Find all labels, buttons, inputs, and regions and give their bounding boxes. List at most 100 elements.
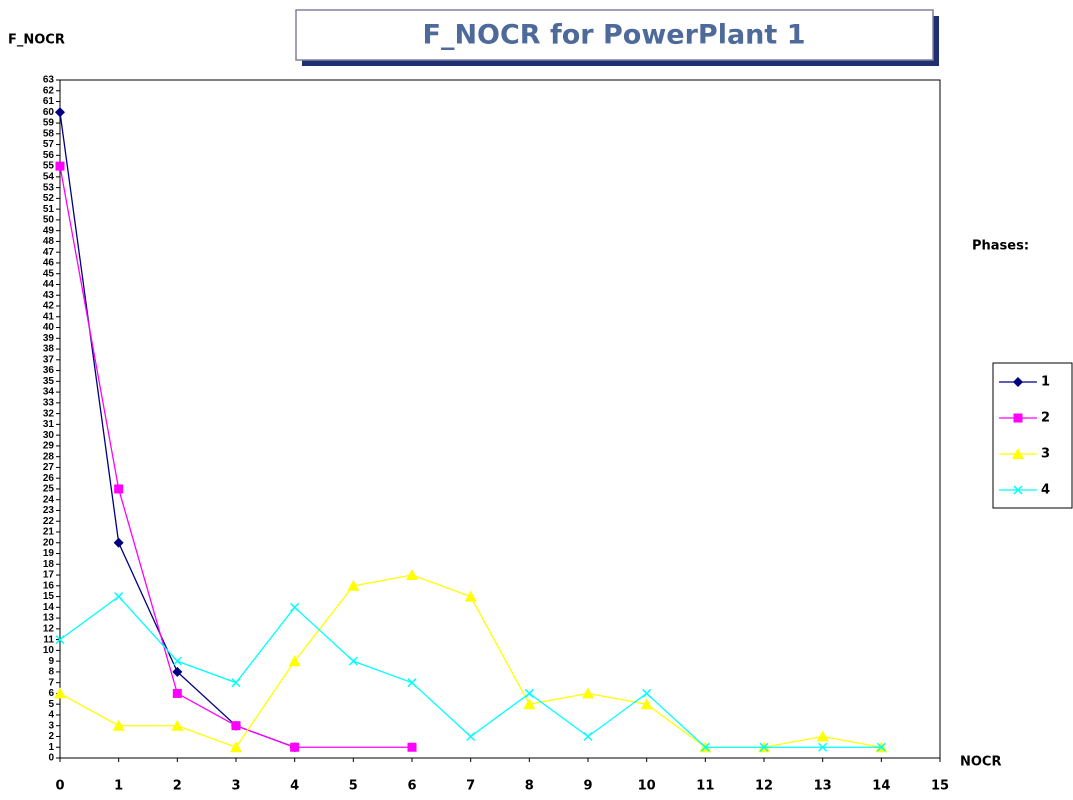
data-point xyxy=(700,742,710,752)
data-point xyxy=(407,678,417,688)
y-tick-label: 15 xyxy=(43,591,55,602)
data-point xyxy=(642,688,652,698)
y-tick-label: 32 xyxy=(43,408,55,419)
x-tick-label: 12 xyxy=(755,779,773,794)
y-tick-label: 56 xyxy=(43,150,55,161)
data-point xyxy=(290,602,300,612)
y-tick-label: 3 xyxy=(48,720,54,731)
legend-label: 3 xyxy=(1041,447,1050,462)
data-point xyxy=(112,719,125,731)
y-tick-label: 36 xyxy=(43,365,55,376)
y-tick-label: 58 xyxy=(43,128,55,139)
data-point xyxy=(876,742,886,752)
data-point xyxy=(55,107,65,118)
y-tick-label: 53 xyxy=(43,182,55,193)
y-tick-label: 43 xyxy=(43,290,55,301)
y-tick-label: 44 xyxy=(43,279,55,290)
x-tick-label: 13 xyxy=(814,779,832,794)
data-point xyxy=(523,698,536,710)
y-tick-label: 2 xyxy=(48,731,54,742)
y-tick-label: 14 xyxy=(43,602,55,613)
y-tick-label: 24 xyxy=(43,494,55,505)
x-tick-label: 10 xyxy=(638,779,656,794)
x-tick-label: 1 xyxy=(114,779,123,794)
y-tick-label: 13 xyxy=(43,613,55,624)
y-tick-label: 0 xyxy=(48,753,54,764)
y-tick-label: 62 xyxy=(43,85,55,96)
data-point xyxy=(406,569,418,581)
data-point xyxy=(407,742,417,752)
y-tick-label: 54 xyxy=(43,171,55,182)
y-tick-label: 51 xyxy=(43,204,55,215)
y-tick-label: 25 xyxy=(43,484,55,495)
x-tick-label: 4 xyxy=(290,779,299,794)
data-point xyxy=(759,742,769,752)
legend-title: Phases: xyxy=(972,239,1029,254)
y-tick-label: 60 xyxy=(43,107,55,118)
x-tick-label: 7 xyxy=(466,779,475,794)
y-tick-label: 28 xyxy=(43,451,55,462)
data-point xyxy=(231,721,241,731)
data-point xyxy=(640,698,653,710)
y-tick-label: 59 xyxy=(43,118,55,129)
y-tick-label: 63 xyxy=(43,75,55,86)
title-box xyxy=(295,9,934,61)
y-tick-label: 47 xyxy=(43,247,55,258)
data-point xyxy=(114,592,124,602)
x-tick-label: 3 xyxy=(231,779,240,794)
x-tick-label: 15 xyxy=(931,779,949,794)
data-point xyxy=(172,656,182,666)
legend-box xyxy=(992,362,1073,509)
y-tick-label: 9 xyxy=(48,656,54,667)
data-point xyxy=(582,687,594,699)
y-tick-label: 18 xyxy=(43,559,55,570)
x-tick-label: 14 xyxy=(872,779,890,794)
data-point xyxy=(818,742,828,752)
chart-title: F_NOCR for PowerPlant 1 xyxy=(423,20,806,51)
y-tick-label: 22 xyxy=(43,516,55,527)
y-tick-label: 50 xyxy=(43,215,55,226)
y-tick-label: 31 xyxy=(43,419,55,430)
x-tick-label: 11 xyxy=(696,779,714,794)
data-point xyxy=(172,666,183,677)
y-tick-label: 40 xyxy=(43,322,55,333)
data-point xyxy=(348,656,358,666)
y-tick-label: 45 xyxy=(43,268,55,279)
y-tick-label: 7 xyxy=(48,677,54,688)
legend-label: 1 xyxy=(1041,375,1050,390)
y-tick-label: 4 xyxy=(48,710,54,721)
legend-label: 2 xyxy=(1041,411,1050,426)
data-point xyxy=(290,742,300,752)
series-line xyxy=(59,595,882,748)
data-point xyxy=(288,655,301,667)
y-tick-label: 10 xyxy=(43,645,55,656)
y-tick-label: 39 xyxy=(43,333,55,344)
data-point xyxy=(583,731,593,742)
y-tick-label: 48 xyxy=(43,236,55,247)
legend-marker xyxy=(1013,485,1023,495)
y-tick-label: 55 xyxy=(43,161,55,172)
y-tick-label: 26 xyxy=(43,473,55,484)
y-tick-label: 19 xyxy=(43,548,55,559)
data-point xyxy=(171,719,184,731)
data-point xyxy=(231,678,241,688)
plot-frame xyxy=(59,79,941,759)
legend-marker xyxy=(1012,448,1024,459)
y-tick-label: 27 xyxy=(43,462,55,473)
x-tick-label: 6 xyxy=(407,779,416,794)
y-tick-label: 11 xyxy=(43,634,54,645)
y-tick-label: 46 xyxy=(43,258,55,269)
y-tick-label: 52 xyxy=(43,193,55,204)
legend-label: 4 xyxy=(1041,483,1050,498)
x-tick-label: 9 xyxy=(583,779,592,794)
y-tick-label: 17 xyxy=(43,570,55,581)
data-point xyxy=(114,484,124,494)
y-tick-label: 42 xyxy=(43,301,55,312)
y-tick-label: 37 xyxy=(43,354,55,365)
data-point xyxy=(55,161,65,171)
data-point xyxy=(172,688,182,698)
y-tick-label: 1 xyxy=(48,742,54,753)
legend-marker xyxy=(1013,413,1023,423)
x-tick-label: 0 xyxy=(55,779,64,794)
